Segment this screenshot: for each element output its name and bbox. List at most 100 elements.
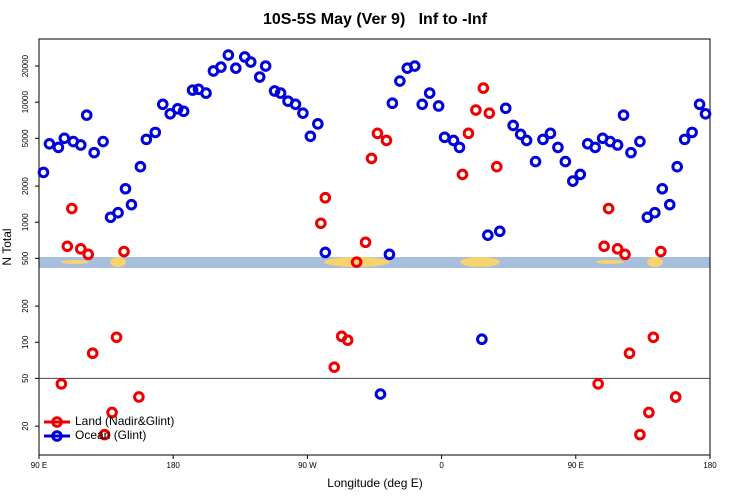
point bbox=[592, 378, 604, 390]
point bbox=[432, 100, 445, 112]
point bbox=[341, 334, 354, 347]
point bbox=[589, 141, 601, 154]
point bbox=[156, 98, 169, 111]
point bbox=[617, 109, 630, 121]
chart-title: 10S-5S May (Ver 9) Inf to -Inf bbox=[263, 11, 488, 28]
point bbox=[164, 108, 177, 120]
y-tick-label: 50 bbox=[21, 373, 30, 382]
point bbox=[304, 130, 317, 143]
y-tick-label: 100 bbox=[21, 335, 30, 349]
point bbox=[611, 139, 624, 151]
point bbox=[374, 388, 387, 400]
point bbox=[520, 134, 533, 147]
point bbox=[61, 240, 74, 253]
point bbox=[643, 406, 655, 419]
point bbox=[574, 168, 587, 181]
point bbox=[493, 225, 506, 238]
point bbox=[482, 229, 494, 241]
point bbox=[654, 245, 667, 258]
point bbox=[416, 98, 429, 111]
y-tick-label: 2000 bbox=[21, 177, 30, 195]
point bbox=[82, 248, 95, 261]
point bbox=[678, 133, 691, 146]
point bbox=[699, 108, 712, 120]
point bbox=[74, 243, 87, 255]
point bbox=[350, 256, 363, 268]
point bbox=[383, 248, 396, 261]
point bbox=[649, 206, 661, 219]
land-shape bbox=[61, 260, 89, 264]
point bbox=[438, 131, 451, 144]
point bbox=[656, 182, 669, 195]
point bbox=[365, 152, 378, 165]
point bbox=[230, 62, 242, 74]
point bbox=[125, 198, 138, 211]
y-tick-label: 10000 bbox=[21, 91, 30, 114]
point bbox=[394, 75, 406, 87]
point bbox=[507, 119, 519, 132]
point bbox=[470, 104, 482, 116]
point bbox=[98, 428, 111, 441]
point bbox=[663, 198, 676, 211]
point bbox=[559, 155, 572, 168]
land-shape bbox=[110, 257, 126, 267]
point bbox=[623, 347, 636, 360]
point bbox=[619, 248, 631, 261]
point bbox=[149, 126, 162, 139]
point bbox=[602, 202, 615, 215]
legend-label: Land (Nadir&Glint) bbox=[75, 414, 174, 428]
point bbox=[669, 391, 682, 403]
point bbox=[634, 428, 646, 441]
point bbox=[634, 135, 646, 148]
land-shape bbox=[324, 257, 390, 267]
y-tick-label: 1000 bbox=[21, 213, 30, 231]
point bbox=[386, 97, 399, 110]
x-tick-label: 0 bbox=[439, 461, 444, 470]
point bbox=[552, 141, 564, 154]
map-strip bbox=[39, 257, 710, 268]
point bbox=[371, 127, 384, 140]
point bbox=[529, 155, 542, 168]
point bbox=[671, 160, 683, 173]
point bbox=[319, 246, 332, 259]
point bbox=[686, 126, 698, 139]
point bbox=[66, 202, 78, 215]
y-tick-label: 500 bbox=[21, 251, 30, 265]
point bbox=[200, 87, 212, 99]
point bbox=[97, 135, 109, 148]
land-shape bbox=[596, 260, 624, 264]
point bbox=[514, 128, 527, 141]
point bbox=[328, 361, 341, 373]
point bbox=[447, 134, 460, 147]
land-shape bbox=[647, 257, 663, 267]
x-tick-label: 90 E bbox=[568, 461, 584, 470]
point bbox=[118, 245, 130, 258]
x-axis-label: Longitude (deg E) bbox=[327, 476, 422, 490]
point bbox=[215, 61, 227, 73]
point bbox=[58, 132, 71, 145]
point bbox=[312, 118, 324, 130]
point bbox=[171, 103, 184, 115]
plot-frame bbox=[38, 38, 711, 456]
point bbox=[80, 109, 93, 121]
point bbox=[74, 139, 87, 151]
point bbox=[52, 141, 65, 154]
point bbox=[499, 102, 512, 115]
point bbox=[319, 191, 332, 204]
point bbox=[297, 107, 309, 119]
point bbox=[253, 71, 266, 83]
x-tick-label: 90 E bbox=[31, 461, 47, 470]
point bbox=[483, 107, 496, 119]
point bbox=[456, 168, 469, 181]
point bbox=[86, 347, 99, 360]
point bbox=[289, 98, 302, 111]
point bbox=[598, 240, 610, 253]
point bbox=[134, 160, 147, 173]
x-tick-label: 180 bbox=[703, 461, 717, 470]
point bbox=[476, 333, 488, 346]
point bbox=[274, 87, 287, 99]
point bbox=[88, 146, 100, 159]
y-tick-label: 20000 bbox=[21, 54, 30, 77]
point bbox=[55, 378, 68, 390]
point bbox=[567, 175, 579, 187]
